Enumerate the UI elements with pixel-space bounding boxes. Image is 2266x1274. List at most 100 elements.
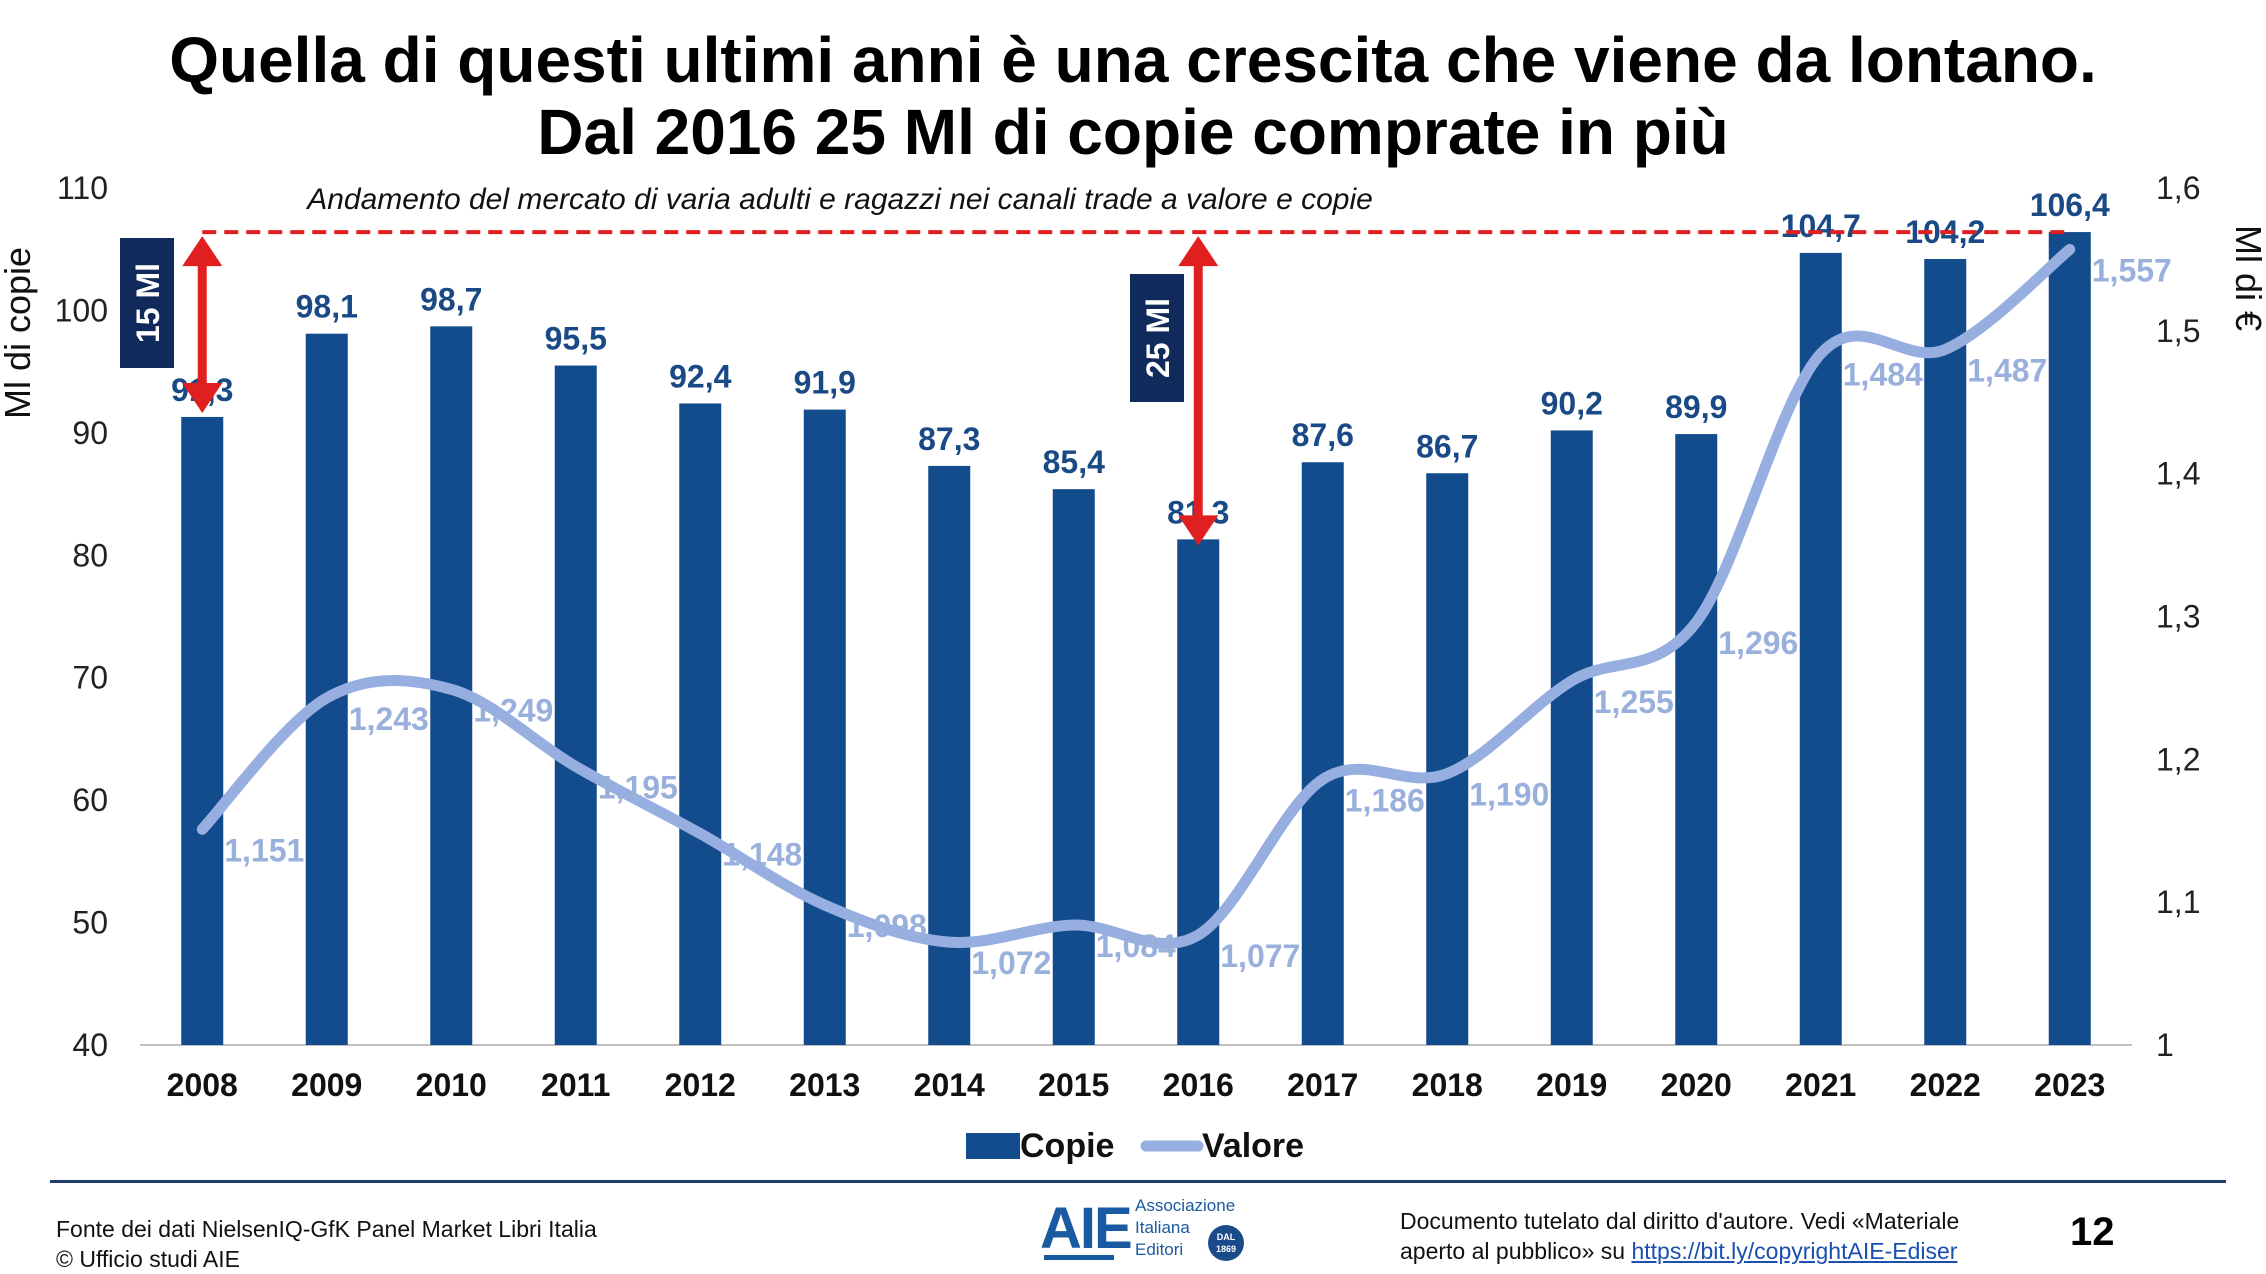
line-value-label: 1,296: [1718, 625, 1798, 661]
y-right-tick-label: 1,1: [2156, 884, 2200, 920]
copyright-line-2-text: aperto al pubblico» su: [1400, 1238, 1626, 1264]
x-tick-label: 2014: [914, 1067, 985, 1103]
copyright-office: © Ufficio studi AIE: [56, 1246, 240, 1272]
valore-point-2011: [573, 764, 578, 769]
y-axis-title: Ml di copie: [0, 247, 38, 419]
copyright-notice: Documento tutelato dal diritto d'autore.…: [1400, 1206, 1959, 1266]
legend-swatch-copie: [966, 1133, 1020, 1159]
line-value-label: 1,084: [1096, 928, 1176, 964]
bar-copie-2017: [1301, 462, 1344, 1045]
x-tick-label: 2016: [1163, 1067, 1234, 1103]
valore-point-2020: [1694, 620, 1699, 625]
y-right-tick-label: 1,3: [2156, 599, 2200, 635]
line-value-label: 1,077: [1220, 938, 1300, 974]
valore-point-2021: [1818, 351, 1823, 356]
logo-wordmark: Associazione Italiana Editori: [1135, 1195, 1235, 1261]
y-right-tick-label: 1,6: [2156, 170, 2200, 206]
bar-value-label: 85,4: [1043, 444, 1105, 480]
bar-copie-2016: [1177, 539, 1220, 1045]
bar-value-label: 87,6: [1292, 417, 1354, 453]
x-tick-label: 2020: [1661, 1067, 1732, 1103]
x-tick-label: 2018: [1412, 1067, 1483, 1103]
valore-point-2018: [1445, 771, 1450, 776]
page-number: 12: [2070, 1210, 2115, 1254]
line-value-label: 1,557: [2092, 252, 2172, 288]
bar-value-label: 91,9: [794, 365, 856, 401]
aie-logo: AIE Associazione Italiana Editori DAL 18…: [1040, 1195, 1250, 1265]
bar-value-label: 92,4: [669, 358, 731, 394]
valore-point-2010: [449, 687, 454, 692]
line-value-label: 1,255: [1594, 684, 1674, 720]
y-tick-label: 70: [72, 660, 108, 696]
bar-value-label: 86,7: [1416, 428, 1478, 464]
chart-subtitle: Andamento del mercato di varia adulti e …: [305, 183, 1373, 216]
title-line-1: Quella di questi ultimi anni è una cresc…: [169, 24, 2097, 96]
y-right-axis-title: Ml di €: [2228, 225, 2266, 331]
x-tick-label: 2021: [1785, 1067, 1856, 1103]
bar-copie-2021: [1799, 252, 1842, 1045]
valore-point-2022: [1943, 347, 1948, 352]
bar-copie-2008: [181, 416, 224, 1046]
logo-seal-icon: DAL 1869: [1208, 1225, 1244, 1261]
x-tick-label: 2012: [665, 1067, 736, 1103]
logo-underline: [1044, 1255, 1114, 1260]
line-value-label: 1,249: [473, 692, 553, 728]
logo-line-2: Italiana: [1135, 1218, 1190, 1237]
source-note: Fonte dei dati NielsenIQ-GfK Panel Marke…: [56, 1214, 597, 1274]
logo-line-3: Editori: [1135, 1240, 1184, 1259]
source-line: Fonte dei dati NielsenIQ-GfK Panel Marke…: [56, 1216, 597, 1242]
bar-copie-2012: [679, 403, 722, 1046]
bar-copie-2011: [554, 365, 597, 1045]
bar-value-label: 87,3: [918, 421, 980, 457]
line-value-label: 1,487: [1967, 352, 2047, 388]
logo-mark: AIE: [1040, 1196, 1133, 1261]
arrow-down-icon: [182, 382, 223, 413]
x-tick-label: 2008: [167, 1067, 238, 1103]
legend-label-copie: Copie: [1020, 1127, 1114, 1165]
bar-value-label: 106,4: [2030, 187, 2110, 223]
x-tick-label: 2009: [291, 1067, 362, 1103]
line-value-label: 1,243: [349, 701, 429, 737]
valore-point-2016: [1196, 933, 1201, 938]
valore-point-2012: [698, 831, 703, 836]
y-tick-label: 40: [72, 1027, 108, 1063]
arrow-down-icon: [1178, 515, 1219, 546]
arrow-up-icon: [1178, 236, 1219, 267]
bar-copie-2020: [1675, 434, 1718, 1045]
valore-point-2019: [1569, 678, 1574, 683]
bar-copie-2022: [1924, 259, 1967, 1046]
valore-point-2017: [1320, 777, 1325, 782]
x-tick-label: 2013: [789, 1067, 860, 1103]
y-tick-label: 90: [72, 415, 108, 451]
bar-copie-2023: [2048, 232, 2091, 1045]
slide-title: Quella di questi ultimi anni è una cresc…: [0, 24, 2266, 168]
x-tick-label: 2017: [1287, 1067, 1358, 1103]
valore-point-2013: [822, 903, 827, 908]
bar-value-label: 98,1: [296, 289, 358, 325]
x-tick-label: 2023: [2034, 1067, 2105, 1103]
difference-label: 15 Ml: [130, 263, 166, 343]
y-right-tick-label: 1,2: [2156, 741, 2200, 777]
y-right-tick-label: 1: [2156, 1027, 2174, 1063]
x-tick-label: 2022: [1910, 1067, 1981, 1103]
valore-point-2008: [200, 827, 205, 832]
valore-point-2015: [1071, 923, 1076, 928]
logo-seal-line-1: DAL: [1216, 1232, 1236, 1242]
valore-line: [196, 243, 2076, 949]
bar-copie-2013: [803, 409, 846, 1045]
arrow-up-icon: [182, 236, 223, 267]
bar-copie-2014: [928, 465, 971, 1046]
logo-seal-line-2: 1869: [1215, 1244, 1237, 1254]
copyright-link[interactable]: https://bit.ly/copyrightAIE-Ediser: [1631, 1238, 1958, 1264]
x-tick-label: 2015: [1038, 1067, 1109, 1103]
difference-label: 25 Ml: [1140, 298, 1176, 378]
title-line-2: Dal 2016 25 Ml di copie comprate in più: [537, 96, 1729, 168]
y-tick-label: 80: [72, 537, 108, 573]
y-tick-label: 50: [72, 905, 108, 941]
y-tick-label: 60: [72, 782, 108, 818]
bar-copie-2018: [1426, 473, 1469, 1046]
bar-value-label: 95,5: [545, 321, 607, 357]
y-right-tick-label: 1,4: [2156, 456, 2200, 492]
line-value-label: 1,190: [1469, 777, 1549, 813]
bar-copie-2015: [1052, 489, 1095, 1045]
